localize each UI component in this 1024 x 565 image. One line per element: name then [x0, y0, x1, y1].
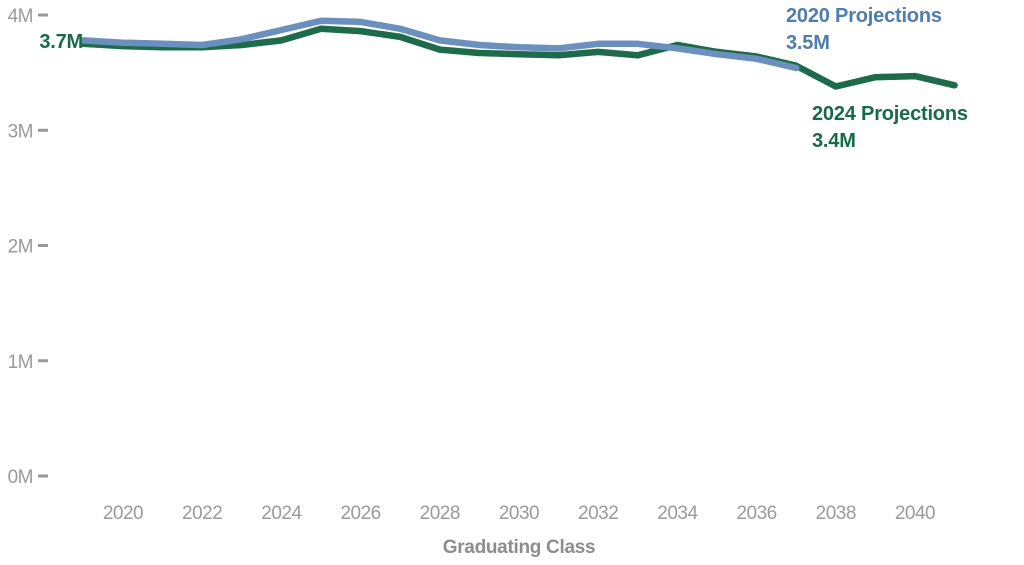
series-line-2024-projections	[80, 25, 958, 90]
series-label-2024-name: 2024 Projections	[812, 103, 968, 125]
series-line-2020-projections	[80, 17, 800, 72]
y-tick-mark	[38, 474, 48, 478]
y-tick-mark	[38, 128, 48, 132]
y-tick-label: 0M	[8, 467, 33, 488]
x-tick-label: 2038	[816, 503, 856, 524]
x-tick-label: 2028	[420, 503, 460, 524]
y-tick-mark	[38, 13, 48, 17]
series-label-2020-endvalue: 3.5M	[786, 32, 830, 54]
x-axis-title: Graduating Class	[443, 537, 596, 558]
y-tick-label: 4M	[8, 6, 33, 27]
x-axis: 2020 2022 2024 2026 2028 2030 2032 2034 2036 2038…	[103, 503, 936, 524]
series-label-2020-name: 2020 Projections	[786, 5, 942, 27]
y-tick-mark	[38, 359, 48, 363]
start-value-label: 3.7M	[39, 31, 83, 53]
y-tick-label: 3M	[8, 121, 33, 142]
y-tick-mark	[38, 244, 48, 247]
y-tick-label: 2M	[8, 237, 33, 258]
series-label-2020-projections: 2020 Projections 3.5M	[786, 3, 942, 57]
x-tick-label: 2034	[657, 503, 698, 524]
y-axis: 0M 1M 2M 3M 4M	[8, 6, 48, 488]
y-tick-label: 1M	[8, 352, 33, 373]
series-label-2024-projections: 2024 Projections 3.4M	[812, 101, 968, 155]
series-label-2024-endvalue: 3.4M	[812, 130, 856, 152]
x-tick-label: 2020	[103, 503, 143, 524]
x-tick-label: 2032	[578, 503, 618, 524]
data-series	[80, 17, 958, 90]
x-tick-label: 2030	[499, 503, 539, 524]
x-tick-label: 2026	[340, 503, 380, 524]
x-tick-label: 2022	[182, 503, 222, 524]
x-tick-label: 2024	[261, 503, 302, 524]
x-tick-label: 2040	[895, 503, 935, 524]
x-tick-label: 2036	[736, 503, 776, 524]
